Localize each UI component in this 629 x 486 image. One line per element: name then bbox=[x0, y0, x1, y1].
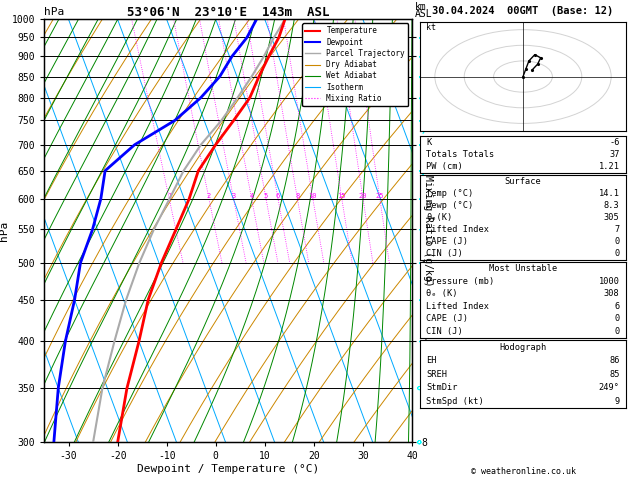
Text: 86: 86 bbox=[609, 356, 620, 365]
Y-axis label: hPa: hPa bbox=[0, 221, 9, 241]
Text: StmSpd (kt): StmSpd (kt) bbox=[426, 397, 484, 406]
Text: kt: kt bbox=[426, 23, 436, 32]
Legend: Temperature, Dewpoint, Parcel Trajectory, Dry Adiabat, Wet Adiabat, Isotherm, Mi: Temperature, Dewpoint, Parcel Trajectory… bbox=[302, 23, 408, 106]
Text: 85: 85 bbox=[609, 370, 620, 379]
Text: Pressure (mb): Pressure (mb) bbox=[426, 277, 494, 286]
Text: 6: 6 bbox=[276, 193, 280, 199]
Text: 249°: 249° bbox=[599, 383, 620, 392]
Text: 7: 7 bbox=[615, 225, 620, 234]
Text: EH: EH bbox=[426, 356, 437, 365]
Text: 8: 8 bbox=[296, 193, 299, 199]
Text: Dewp (°C): Dewp (°C) bbox=[426, 201, 474, 210]
Text: Lifted Index: Lifted Index bbox=[426, 225, 489, 234]
Text: 308: 308 bbox=[604, 289, 620, 298]
Text: PW (cm): PW (cm) bbox=[426, 162, 463, 171]
Text: 0: 0 bbox=[615, 237, 620, 246]
Text: Mixing Ratio (g/kg): Mixing Ratio (g/kg) bbox=[423, 175, 433, 287]
Text: 20: 20 bbox=[359, 193, 367, 199]
Text: 14.1: 14.1 bbox=[599, 189, 620, 198]
Text: 37: 37 bbox=[609, 150, 620, 159]
Text: 9: 9 bbox=[615, 397, 620, 406]
Text: hPa: hPa bbox=[44, 7, 64, 17]
Text: 53°06'N  23°10'E  143m  ASL: 53°06'N 23°10'E 143m ASL bbox=[127, 6, 329, 18]
Text: SREH: SREH bbox=[426, 370, 447, 379]
Text: StmDir: StmDir bbox=[426, 383, 458, 392]
Text: CAPE (J): CAPE (J) bbox=[426, 237, 469, 246]
Text: Most Unstable: Most Unstable bbox=[489, 264, 557, 273]
Text: 1000: 1000 bbox=[599, 277, 620, 286]
Text: 305: 305 bbox=[604, 213, 620, 222]
Text: ASL: ASL bbox=[415, 9, 433, 18]
Text: 0: 0 bbox=[615, 327, 620, 336]
Text: 30.04.2024  00GMT  (Base: 12): 30.04.2024 00GMT (Base: 12) bbox=[432, 6, 614, 16]
Text: θₑ(K): θₑ(K) bbox=[426, 213, 453, 222]
Text: 25: 25 bbox=[376, 193, 384, 199]
Text: 1.21: 1.21 bbox=[599, 162, 620, 171]
Text: 0: 0 bbox=[615, 249, 620, 259]
Text: km: km bbox=[415, 2, 427, 12]
Text: θₑ (K): θₑ (K) bbox=[426, 289, 458, 298]
Text: 4: 4 bbox=[250, 193, 253, 199]
Text: 10: 10 bbox=[309, 193, 317, 199]
Text: 0: 0 bbox=[615, 314, 620, 324]
Text: CAPE (J): CAPE (J) bbox=[426, 314, 469, 324]
Text: CIN (J): CIN (J) bbox=[426, 249, 463, 259]
Text: Hodograph: Hodograph bbox=[499, 343, 547, 351]
Text: Lifted Index: Lifted Index bbox=[426, 302, 489, 311]
Text: 8.3: 8.3 bbox=[604, 201, 620, 210]
Text: © weatheronline.co.uk: © weatheronline.co.uk bbox=[470, 467, 576, 476]
Text: Surface: Surface bbox=[504, 176, 542, 186]
Text: 5: 5 bbox=[264, 193, 268, 199]
Text: 2: 2 bbox=[207, 193, 211, 199]
Text: Temp (°C): Temp (°C) bbox=[426, 189, 474, 198]
Text: 6: 6 bbox=[615, 302, 620, 311]
X-axis label: Dewpoint / Temperature (°C): Dewpoint / Temperature (°C) bbox=[137, 464, 319, 474]
Text: 3: 3 bbox=[231, 193, 236, 199]
Text: K: K bbox=[426, 138, 431, 147]
Text: Totals Totals: Totals Totals bbox=[426, 150, 494, 159]
Text: 1: 1 bbox=[167, 193, 171, 199]
Text: 15: 15 bbox=[338, 193, 346, 199]
Text: CIN (J): CIN (J) bbox=[426, 327, 463, 336]
Text: -6: -6 bbox=[609, 138, 620, 147]
